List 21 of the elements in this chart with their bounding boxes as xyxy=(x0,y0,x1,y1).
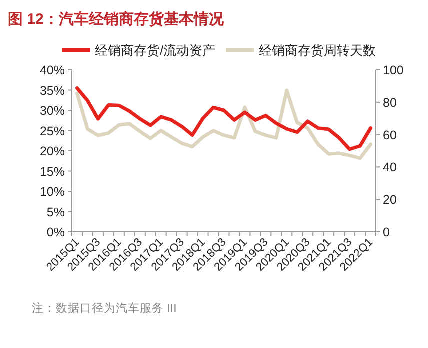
legend-label: 经销商存货/流动资产 xyxy=(95,43,216,58)
y2-tick-label: 60 xyxy=(383,128,397,142)
y2-tick-label: 100 xyxy=(383,64,404,78)
y-tick-label: 30% xyxy=(40,104,65,118)
line-series xyxy=(75,88,373,160)
y-tick-label: 40% xyxy=(40,64,65,78)
chart-title: 图 12：汽车经销商存货基本情况 xyxy=(8,10,225,28)
y2-tick-label: 80 xyxy=(383,96,397,110)
y-tick-label: 10% xyxy=(40,185,65,199)
y-tick-label: 20% xyxy=(40,144,65,158)
y-tick-label: 35% xyxy=(40,84,65,98)
legend-label: 经销商存货周转天数 xyxy=(259,43,376,58)
y-tick-label: 5% xyxy=(46,205,65,220)
text: 注：数据口径为汽车服务 III xyxy=(32,301,177,315)
y2-tick-label: 20 xyxy=(383,193,397,208)
y-tick-label: 15% xyxy=(40,164,65,179)
y-tick-label: 0% xyxy=(46,226,65,240)
y2-tick-label: 40 xyxy=(383,160,397,175)
y2-tick-label: 0 xyxy=(383,226,390,240)
y-tick-label: 25% xyxy=(40,124,65,138)
line-series xyxy=(75,86,373,152)
